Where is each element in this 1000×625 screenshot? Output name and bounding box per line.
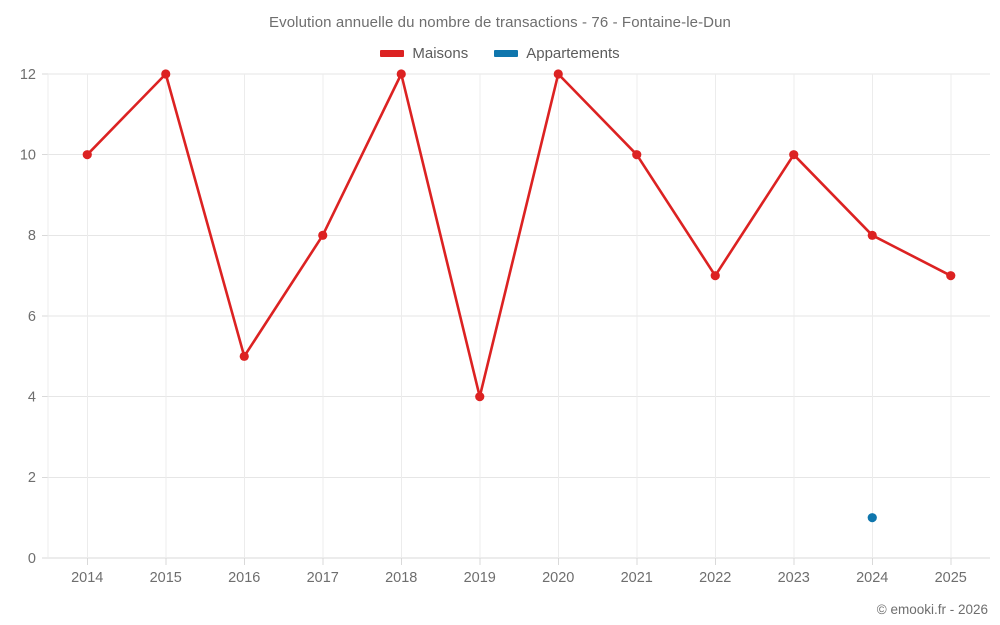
y-tick-label: 8 [28, 228, 36, 244]
y-tick-label: 12 [20, 67, 36, 83]
x-tick-label: 2021 [621, 570, 653, 586]
series-line-maisons [85, 72, 953, 398]
y-tick-label: 0 [28, 551, 36, 567]
x-tick-label: 2015 [150, 570, 182, 586]
x-tick-label: 2017 [307, 570, 339, 586]
data-point-maisons-2020[interactable] [553, 69, 563, 79]
data-point-maisons-2021[interactable] [632, 150, 642, 160]
chart-legend: Maisons Appartements [0, 45, 1000, 62]
data-point-appartements-2024[interactable] [867, 513, 877, 523]
chart-title: Evolution annuelle du nombre de transact… [269, 14, 731, 31]
legend-item-appartements[interactable]: Appartements [494, 45, 620, 62]
legend-label: Appartements [526, 45, 620, 62]
y-tick-label: 6 [28, 309, 36, 325]
legend-swatch-icon [380, 50, 405, 57]
x-tick-label: 2023 [778, 570, 810, 586]
data-point-maisons-2018[interactable] [396, 69, 406, 79]
y-tick-label: 2 [28, 470, 36, 486]
legend-swatch-icon [494, 50, 519, 57]
data-point-maisons-2017[interactable] [318, 230, 328, 240]
data-point-maisons-2025[interactable] [946, 271, 956, 281]
x-tick-label: 2020 [542, 570, 574, 586]
data-point-maisons-2016[interactable] [239, 351, 249, 361]
data-point-maisons-2024[interactable] [867, 230, 877, 240]
legend-label: Maisons [412, 45, 469, 62]
x-tick-label: 2022 [699, 570, 731, 586]
x-tick-label: 2018 [385, 570, 417, 586]
data-point-maisons-2022[interactable] [710, 271, 720, 281]
legend-item-maisons[interactable]: Maisons [380, 45, 468, 62]
copyright-credit: © emooki.fr - 2026 [876, 602, 988, 617]
x-tick-label: 2016 [228, 570, 260, 586]
y-tick-label: 10 [20, 147, 36, 163]
data-point-maisons-2014[interactable] [82, 150, 92, 160]
x-tick-label: 2025 [935, 570, 967, 586]
data-point-maisons-2019[interactable] [475, 392, 485, 402]
x-tick-label: 2019 [464, 570, 496, 586]
x-tick-label: 2024 [856, 570, 888, 586]
data-point-maisons-2015[interactable] [161, 69, 171, 79]
y-tick-label: 4 [28, 389, 36, 405]
x-tick-label: 2014 [71, 570, 103, 586]
data-point-maisons-2023[interactable] [789, 150, 799, 160]
